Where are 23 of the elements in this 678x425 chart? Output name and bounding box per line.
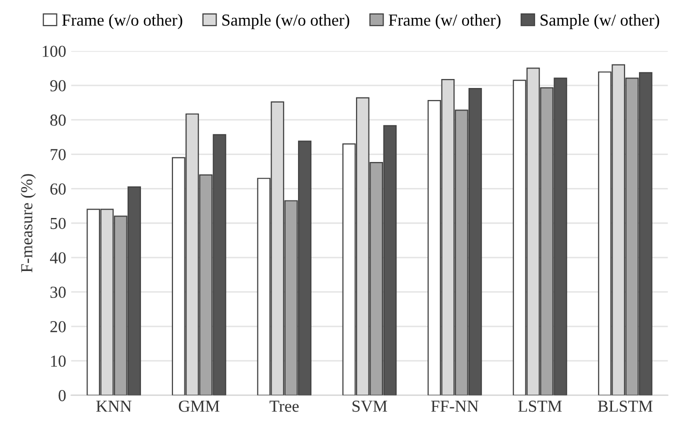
legend-label: Frame (w/o other) (62, 14, 182, 30)
x-tick-label: GMM (178, 400, 220, 412)
x-tick-label: LSTM (518, 400, 562, 412)
y-tick-label: 100 (42, 46, 66, 57)
y-axis-title: F-measure (%) (20, 174, 36, 272)
y-tick-label: 70 (50, 148, 66, 160)
y-tick-label: 30 (50, 286, 66, 298)
x-tick-label: SVM (352, 400, 388, 412)
legend-label: Sample (w/o other) (222, 14, 350, 30)
y-tick-label: 0 (58, 390, 66, 402)
legend-label: Sample (w/ other) (540, 14, 660, 30)
y-tick-label: 50 (50, 218, 66, 230)
y-tick-label: 40 (50, 252, 66, 264)
x-tick-label: BLSTM (598, 400, 653, 412)
x-tick-label: KNN (96, 400, 132, 412)
y-tick-label: 10 (51, 356, 66, 367)
x-tick-label: FF-NN (431, 400, 478, 412)
y-tick-label: 60 (50, 183, 66, 195)
x-tick-label: Tree (270, 400, 299, 412)
y-tick-label: 20 (50, 321, 66, 332)
legend-label: Frame (w/ other) (388, 14, 500, 30)
y-tick-label: 80 (50, 114, 66, 126)
y-tick-label: 90 (50, 80, 66, 92)
